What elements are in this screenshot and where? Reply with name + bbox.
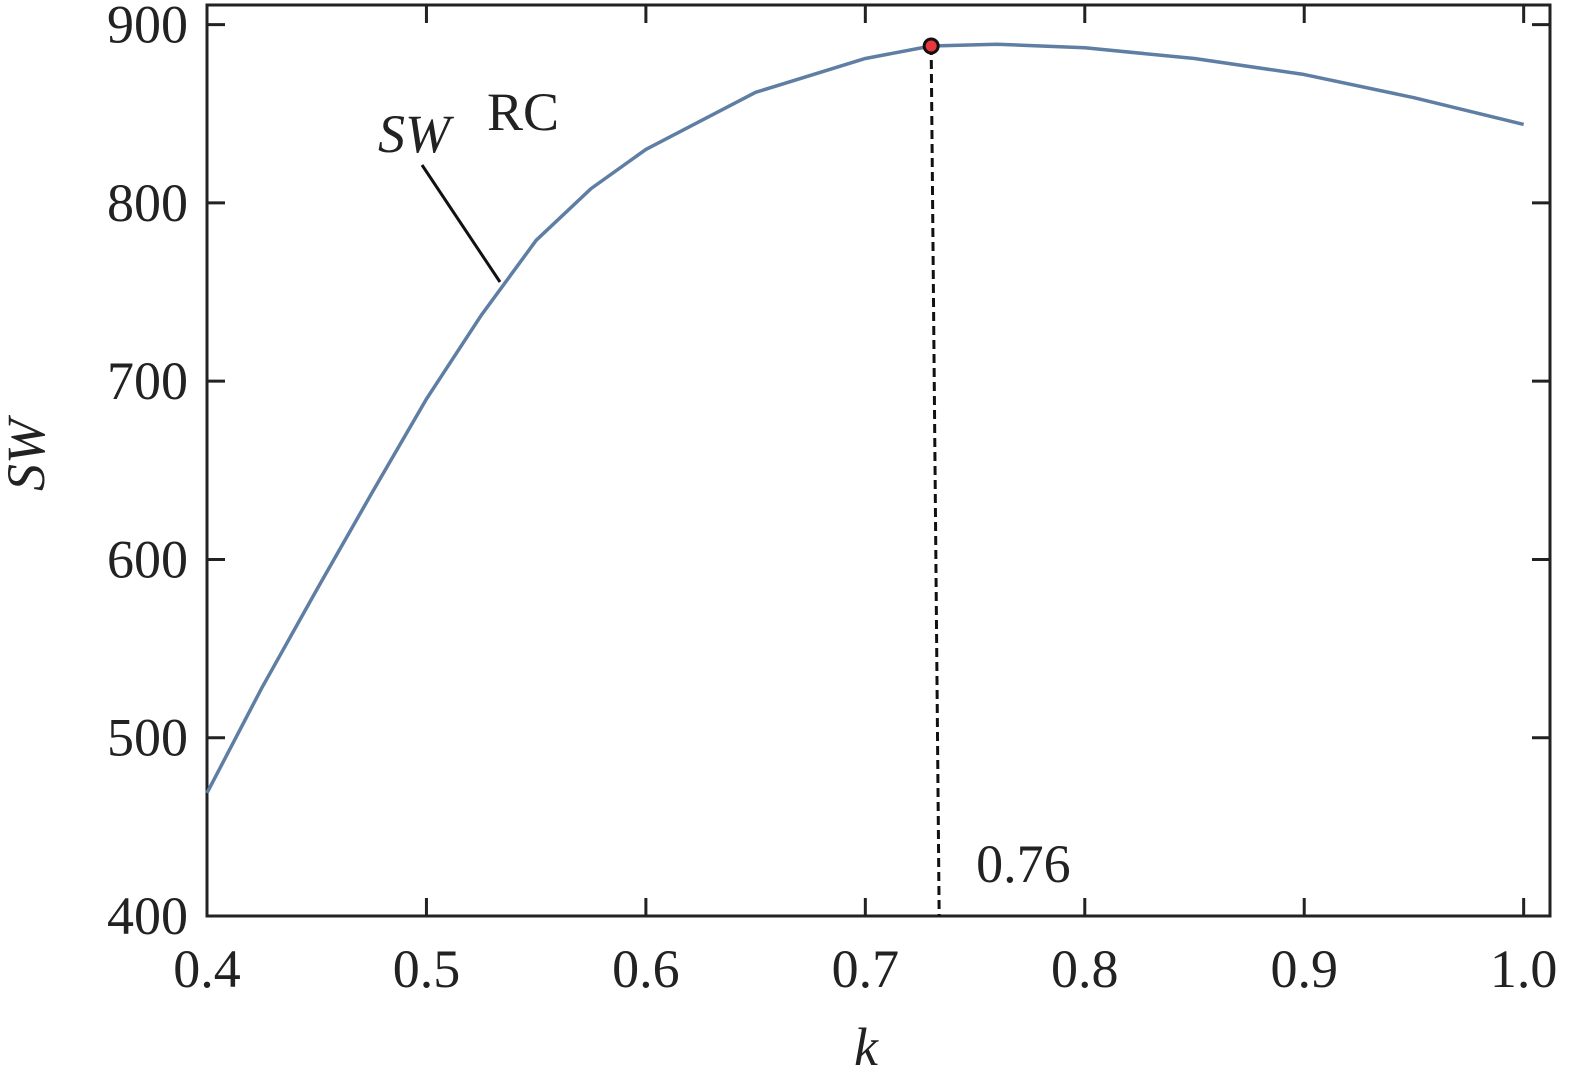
max-point (922, 37, 940, 55)
series-label: SW (378, 104, 455, 164)
y-tick-label: 900 (107, 0, 188, 55)
x-tick-label: 0.5 (393, 939, 461, 999)
y-tick-label: 800 (107, 173, 188, 233)
plot-frame (205, 3, 1552, 918)
y-tick-label: 600 (107, 529, 188, 589)
line (205, 42, 1525, 794)
x-tick-label: 0.4 (173, 939, 241, 999)
y-tick-label: 500 (107, 708, 188, 768)
x-tick-label: 0.6 (612, 939, 680, 999)
y-tick-label: 700 (107, 351, 188, 411)
max-label: 0.76 (976, 834, 1071, 894)
drop-line (929, 45, 941, 917)
x-tick-label: 0.9 (1270, 939, 1338, 999)
series-label-sup: RC (487, 82, 559, 142)
y-axis-label: SW (0, 414, 56, 491)
y-tick-label: 400 (107, 886, 188, 946)
x-axis-label: k (854, 1017, 879, 1077)
x-tick-label: 0.8 (1051, 939, 1119, 999)
x-tick-label: 1.0 (1490, 939, 1558, 999)
x-tick-label: 0.7 (832, 939, 900, 999)
leader-line (420, 164, 502, 283)
